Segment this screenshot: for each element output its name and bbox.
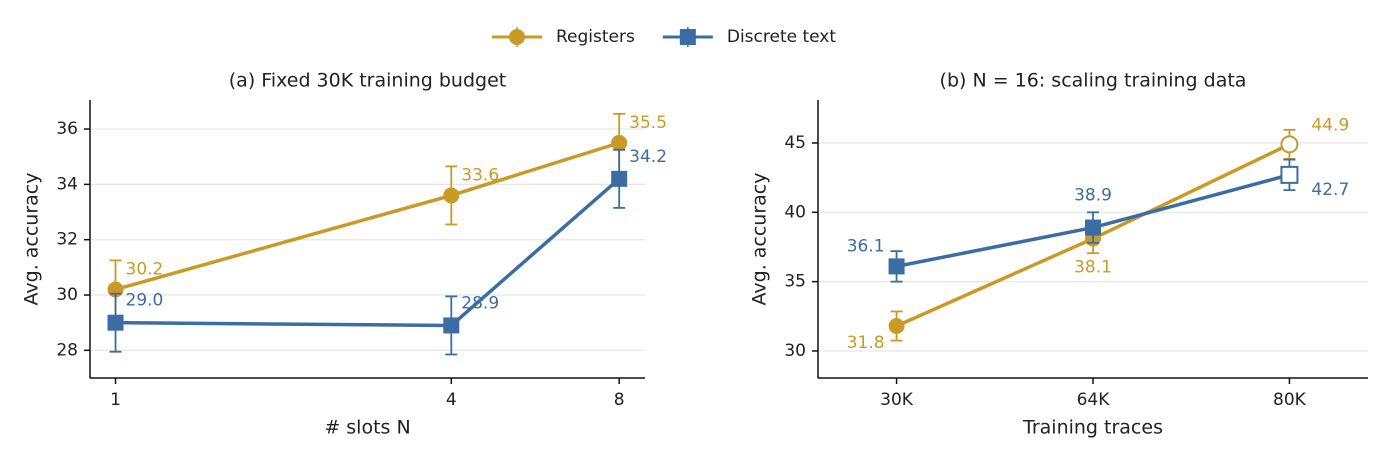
marker bbox=[443, 187, 460, 204]
y-tick-label: 36 bbox=[56, 119, 78, 139]
x-axis-label: # slots N bbox=[324, 417, 410, 439]
data-label: 34.2 bbox=[629, 147, 667, 167]
y-tick-label: 34 bbox=[56, 174, 78, 194]
marker bbox=[611, 134, 628, 151]
x-tick-label: 64K bbox=[1077, 390, 1111, 410]
data-label: 28.9 bbox=[461, 293, 499, 313]
y-tick-label: 32 bbox=[56, 230, 78, 250]
x-axis-label: Training traces bbox=[1022, 417, 1163, 439]
marker bbox=[1085, 219, 1101, 236]
data-label: 36.1 bbox=[847, 236, 885, 256]
marker bbox=[888, 258, 905, 275]
y-axis-label: Avg. accuracy bbox=[749, 173, 771, 306]
data-label: 44.9 bbox=[1311, 115, 1349, 135]
data-label: 35.5 bbox=[629, 113, 667, 133]
marker bbox=[1280, 135, 1299, 154]
marker bbox=[107, 314, 124, 331]
chart-title: (b) N = 16: scaling training data bbox=[940, 70, 1247, 92]
x-tick-label: 1 bbox=[110, 390, 121, 410]
x-tick-label: 80K bbox=[1273, 390, 1307, 410]
x-tick-label: 4 bbox=[446, 390, 457, 410]
x-tick-label: 30K bbox=[880, 390, 914, 410]
marker bbox=[888, 318, 905, 335]
y-axis-label: Avg. accuracy bbox=[21, 173, 43, 306]
series-line bbox=[115, 141, 620, 292]
series-line bbox=[115, 177, 621, 328]
legend-marker bbox=[509, 29, 525, 45]
data-label: 33.6 bbox=[461, 165, 499, 185]
data-label: 38.9 bbox=[1074, 186, 1112, 206]
marker bbox=[611, 170, 628, 187]
y-tick-label: 35 bbox=[784, 272, 806, 292]
data-label: 38.1 bbox=[1074, 258, 1112, 278]
data-label: 31.8 bbox=[847, 333, 885, 353]
data-label: 29.0 bbox=[126, 291, 164, 311]
y-tick-label: 30 bbox=[784, 341, 806, 361]
data-label: 30.2 bbox=[126, 259, 164, 279]
x-tick-label: 8 bbox=[614, 390, 625, 410]
y-tick-label: 28 bbox=[56, 340, 78, 360]
data-label: 42.7 bbox=[1311, 180, 1349, 200]
y-tick-label: 40 bbox=[784, 202, 806, 222]
legend-label: Discrete text bbox=[727, 27, 837, 47]
marker bbox=[443, 317, 460, 334]
y-tick-label: 30 bbox=[56, 285, 78, 305]
legend-label: Registers bbox=[556, 27, 635, 47]
legend-marker bbox=[679, 29, 696, 45]
chart-title: (a) Fixed 30K training budget bbox=[229, 70, 506, 92]
marker bbox=[1280, 165, 1299, 184]
y-tick-label: 45 bbox=[784, 133, 806, 153]
